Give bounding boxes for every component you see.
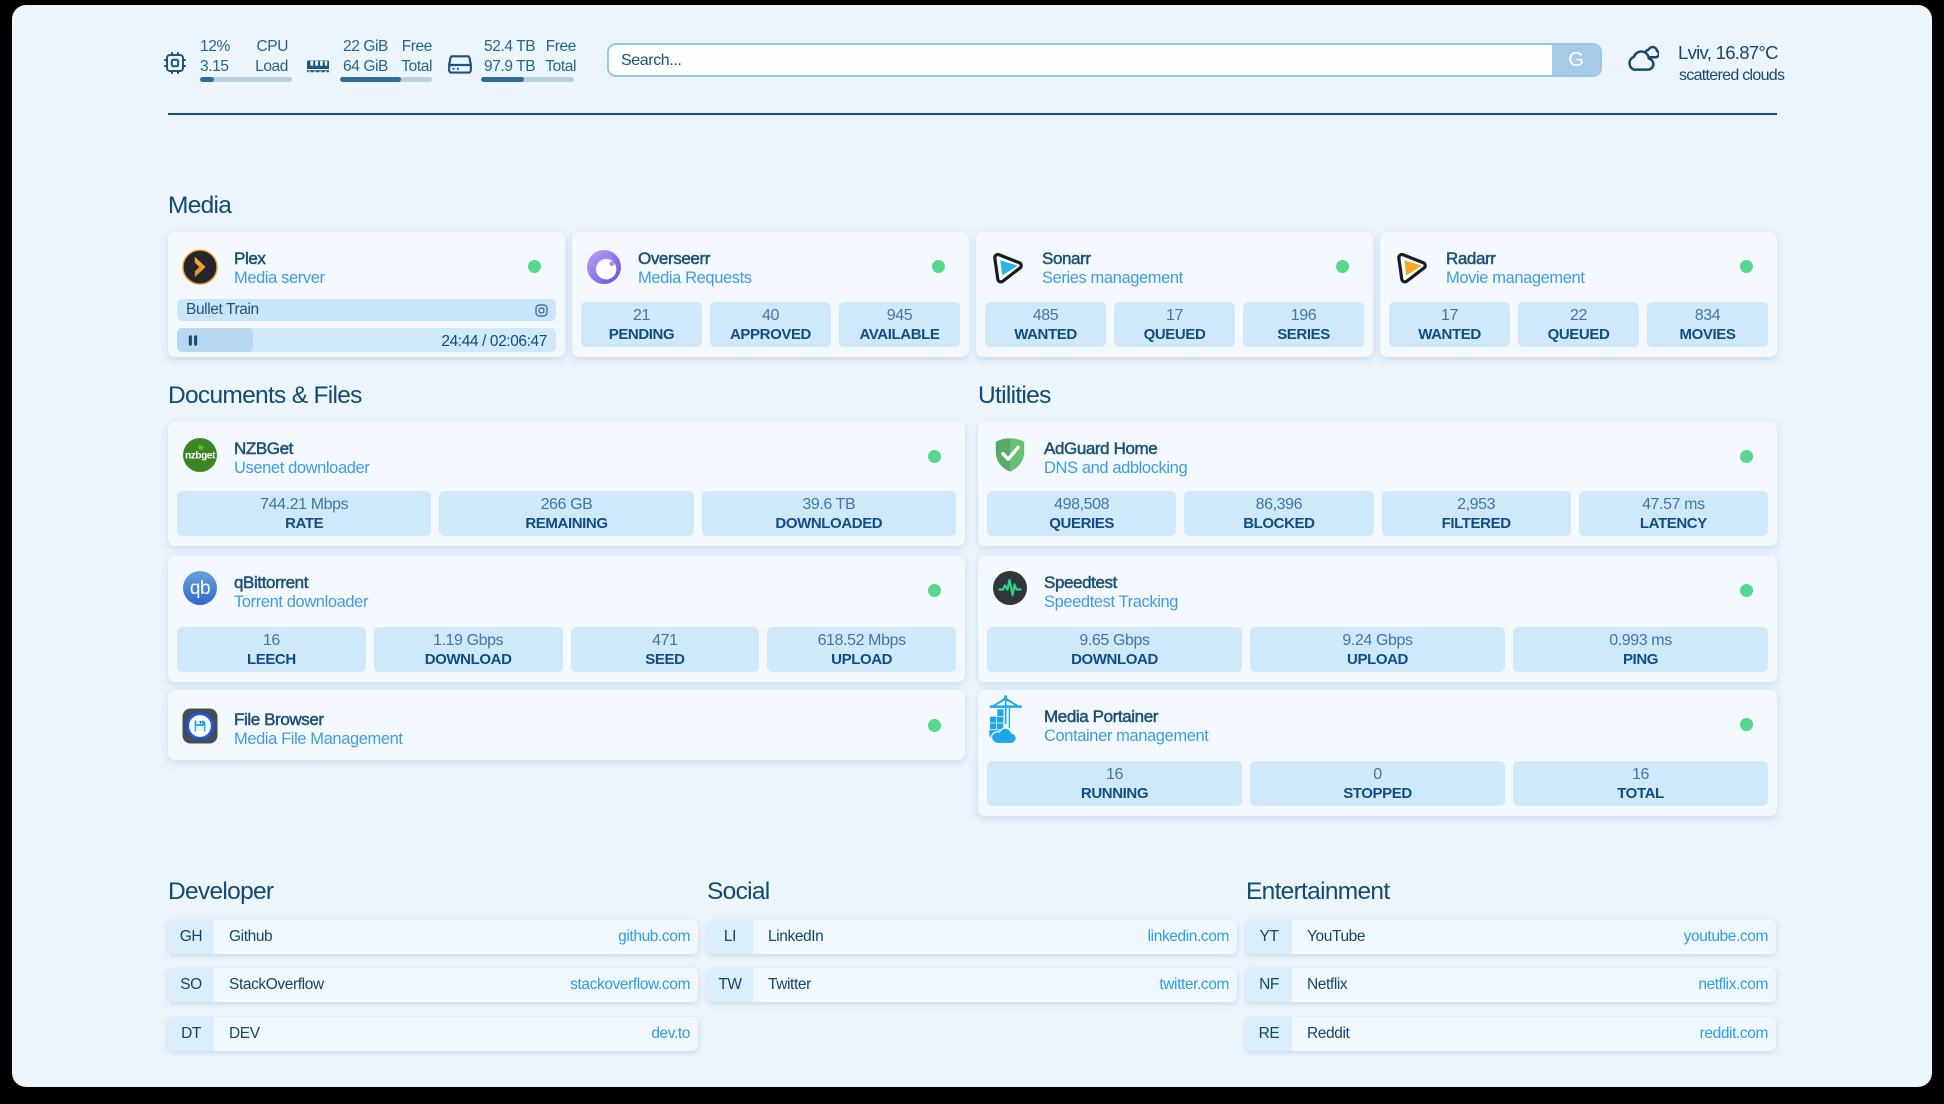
svg-text:nzbget: nzbget: [185, 451, 216, 462]
svg-text:qb: qb: [190, 578, 210, 599]
